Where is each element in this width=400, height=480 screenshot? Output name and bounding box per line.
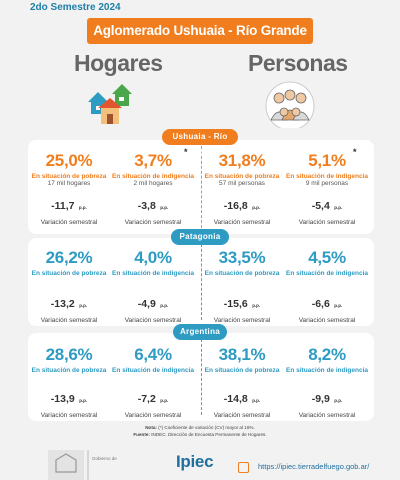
note-line: Nota: (*) Coeficiente de variación (CV) … [145,425,255,430]
page-title: Aglomerado Ushuaia - Río Grande [87,18,313,44]
hogares-indigencia-ushuaia: 3,7% En situación de indigencia 2 mil ho… [112,151,194,187]
period-label: 2do Semestre 2024 [30,2,121,13]
hogares-indigencia-argentina: 6,4% En situación de indigencia [112,345,194,374]
var-hogares-indigencia-patagonia: -4,9 p.p. Variación semestral [124,298,182,324]
section-patagonia-panel [28,238,374,326]
var-personas-indigencia-argentina: -9,9 p.p. Variación semestral [298,393,356,419]
var-hogares-indigencia-argentina: -7,2 p.p. Variación semestral [124,393,182,419]
var-personas-pobreza-patagonia: -15,6 p.p. Variación semestral [213,298,271,324]
cv-mark-hogares: * [184,147,188,157]
website-link[interactable]: https://ipiec.tierradelfuego.gob.ar/ [258,462,370,471]
hogares-pobreza-patagonia: 26,2% En situación de pobreza [31,248,107,277]
var-hogares-pobreza-ushuaia: -11,7 p.p. Variación semestral [40,200,98,226]
houses-icon [88,84,132,124]
personas-indigencia-ushuaia: 5,1% En situación de indigencia 9 mil pe… [286,151,368,187]
var-personas-indigencia-ushuaia: -5,4 p.p. Variación semestral [298,200,356,226]
source-line: Fuente: INDEC. Dirección de Encuesta Per… [133,432,267,437]
var-personas-pobreza-argentina: -14,8 p.p. Variación semestral [213,393,271,419]
hogares-pobreza-ushuaia: 25,0% En situación de pobreza 17 mil hog… [31,151,107,187]
section-ushuaia-panel [28,140,374,234]
section-patagonia-label: Patagonia [171,229,229,245]
ipiec-logo: Ipiec [176,452,214,471]
people-group-icon [265,81,315,128]
hogares-pobreza-argentina: 28,6% En situación de pobreza [31,345,107,374]
hogares-heading: Hogares [74,50,163,76]
hogares-indigencia-patagonia: 4,0% En situación de indigencia [112,248,194,277]
cv-mark-personas: * [353,147,357,157]
var-personas-pobreza-ushuaia: -16,8 p.p. Variación semestral [213,200,271,226]
personas-pobreza-argentina: 38,1% En situación de pobreza [204,345,280,374]
section-argentina-panel [28,333,374,421]
gobierno-logo: Gobierno de [48,450,117,480]
personas-indigencia-patagonia: 4,5% En situación de indigencia [286,248,368,277]
section-ushuaia-label: Ushuaia - Río Grande [162,129,238,157]
var-hogares-pobreza-argentina: -13,9 p.p. Variación semestral [40,393,98,419]
var-hogares-pobreza-patagonia: -13,2 p.p. Variación semestral [40,298,98,324]
var-personas-indigencia-patagonia: -6,6 p.p. Variación semestral [298,298,356,324]
personas-pobreza-ushuaia: 31,8% En situación de pobreza 57 mil per… [204,151,280,187]
svg-text:Gobierno de: Gobierno de [92,456,117,461]
personas-pobreza-patagonia: 33,5% En situación de pobreza [204,248,280,277]
section-argentina-label: Argentina [173,324,227,340]
personas-indigencia-argentina: 8,2% En situación de indigencia [286,345,368,374]
var-hogares-indigencia-ushuaia: -3,8 p.p. Variación semestral [124,200,182,226]
personas-heading: Personas [248,50,348,76]
web-icon [238,462,249,473]
